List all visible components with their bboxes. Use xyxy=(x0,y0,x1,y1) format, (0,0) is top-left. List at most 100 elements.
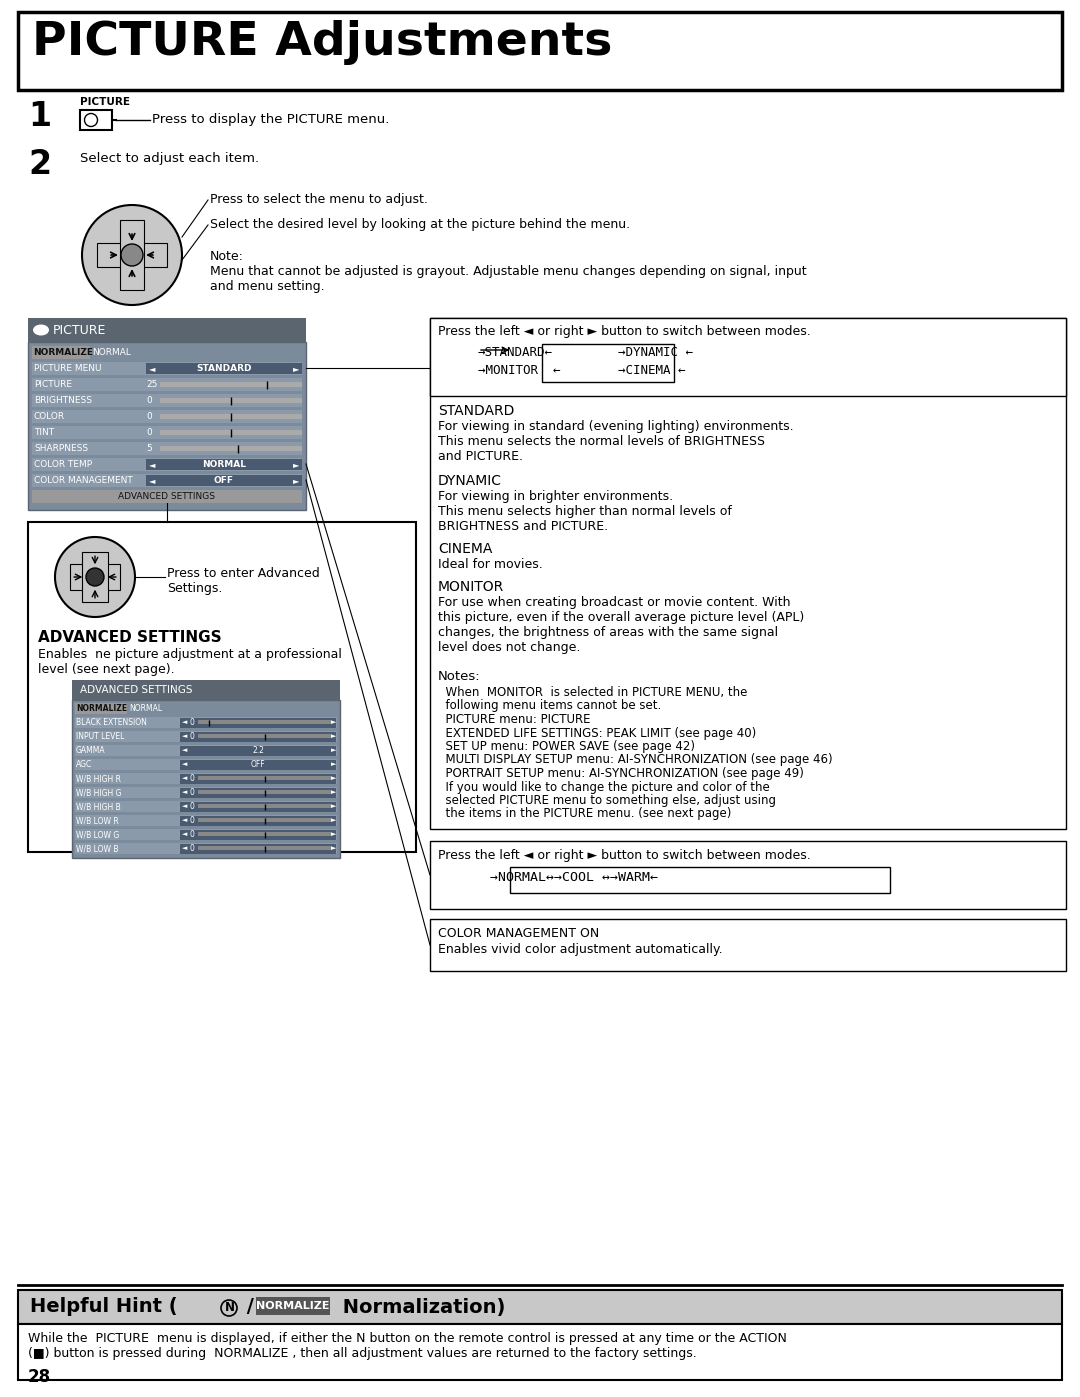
Bar xyxy=(75,745,337,756)
Bar xyxy=(18,1289,1062,1324)
Bar xyxy=(32,441,302,455)
Bar xyxy=(75,759,337,770)
Bar xyxy=(28,319,306,342)
Text: While the  PICTURE  menu is displayed, if either the N button on the remote cont: While the PICTURE menu is displayed, if … xyxy=(28,1331,787,1361)
Bar xyxy=(180,816,336,826)
Bar xyxy=(198,819,332,821)
Text: →STANDARD←: →STANDARD← xyxy=(478,346,553,359)
Text: →DYNAMIC ←: →DYNAMIC ← xyxy=(618,346,693,359)
Bar xyxy=(430,919,1066,971)
Bar xyxy=(75,731,337,742)
Bar xyxy=(72,680,340,700)
Text: PICTURE Adjustments: PICTURE Adjustments xyxy=(32,20,612,66)
Text: /: / xyxy=(240,1298,254,1316)
Ellipse shape xyxy=(55,536,135,617)
Text: ◄: ◄ xyxy=(183,747,187,753)
Bar xyxy=(32,379,302,391)
Text: For viewing in brighter environments.
This menu selects higher than normal level: For viewing in brighter environments. Th… xyxy=(438,490,732,534)
Text: If you would like to change the picture and color of the: If you would like to change the picture … xyxy=(438,781,770,793)
Bar xyxy=(32,409,302,423)
Bar xyxy=(430,319,1066,828)
Bar xyxy=(75,814,337,826)
Text: SHARPNESS: SHARPNESS xyxy=(33,444,89,453)
Bar xyxy=(180,802,336,812)
Bar xyxy=(72,700,340,858)
Text: STANDARD: STANDARD xyxy=(438,404,514,418)
Text: DYNAMIC: DYNAMIC xyxy=(438,474,502,488)
Text: NORMAL: NORMAL xyxy=(129,704,162,712)
Bar xyxy=(32,474,302,488)
Text: →CINEMA ←: →CINEMA ← xyxy=(618,365,686,377)
Text: ►: ► xyxy=(330,719,336,725)
Bar xyxy=(180,774,336,784)
Bar xyxy=(198,833,332,835)
Text: COLOR MANAGEMENT ON: COLOR MANAGEMENT ON xyxy=(438,928,599,940)
Text: NORMAL: NORMAL xyxy=(92,348,131,358)
Text: For viewing in standard (evening lighting) environments.
This menu selects the n: For viewing in standard (evening lightin… xyxy=(438,420,794,462)
Bar xyxy=(542,344,674,381)
Text: CINEMA: CINEMA xyxy=(438,542,492,556)
Text: NORMALIZE: NORMALIZE xyxy=(33,348,93,358)
Text: EXTENDED LIFE SETTINGS: PEAK LIMIT (see page 40): EXTENDED LIFE SETTINGS: PEAK LIMIT (see … xyxy=(438,726,756,739)
Bar xyxy=(146,475,302,486)
Bar xyxy=(120,219,144,291)
Text: 0: 0 xyxy=(189,802,194,812)
Text: ►: ► xyxy=(330,761,336,767)
Bar xyxy=(180,788,336,798)
Text: 28: 28 xyxy=(28,1368,51,1386)
Text: PICTURE: PICTURE xyxy=(80,96,130,108)
Text: →MONITOR  ←: →MONITOR ← xyxy=(478,365,561,377)
Text: Ideal for movies.: Ideal for movies. xyxy=(438,557,543,571)
Text: Select the desired level by looking at the picture behind the menu.: Select the desired level by looking at t… xyxy=(210,218,630,231)
Text: Helpful Hint (: Helpful Hint ( xyxy=(30,1298,177,1316)
Text: INPUT LEVEL: INPUT LEVEL xyxy=(76,732,124,740)
Bar xyxy=(160,381,302,387)
Text: ◄: ◄ xyxy=(183,733,187,739)
Ellipse shape xyxy=(82,205,183,305)
Text: Press to select the menu to adjust.: Press to select the menu to adjust. xyxy=(210,193,428,205)
Ellipse shape xyxy=(121,244,143,265)
Text: TINT: TINT xyxy=(33,427,54,437)
Text: PORTRAIT SETUP menu: AI-SYNCHRONIZATION (see page 49): PORTRAIT SETUP menu: AI-SYNCHRONIZATION … xyxy=(438,767,804,780)
Text: COLOR TEMP: COLOR TEMP xyxy=(33,460,92,469)
Text: 0: 0 xyxy=(189,816,194,826)
Text: ►: ► xyxy=(330,775,336,781)
Text: ◄: ◄ xyxy=(183,761,187,767)
Bar xyxy=(180,760,336,770)
Text: 2: 2 xyxy=(28,148,51,182)
Text: STANDARD: STANDARD xyxy=(197,365,252,373)
Text: BRIGHTNESS: BRIGHTNESS xyxy=(33,395,92,405)
Text: the items in the PICTURE menu. (see next page): the items in the PICTURE menu. (see next… xyxy=(438,807,731,820)
Text: 0: 0 xyxy=(146,412,152,420)
Bar xyxy=(198,805,332,807)
Text: ►: ► xyxy=(293,476,299,485)
Bar xyxy=(180,718,336,728)
Text: 0: 0 xyxy=(189,830,194,840)
Bar xyxy=(32,362,302,374)
Ellipse shape xyxy=(86,569,104,585)
Text: Enables  ne picture adjustment at a professional
level (see next page).: Enables ne picture adjustment at a profe… xyxy=(38,648,342,676)
Bar xyxy=(80,110,112,130)
Text: ►: ► xyxy=(330,789,336,795)
Bar xyxy=(75,828,337,840)
Text: When  MONITOR  is selected in PICTURE MENU, the: When MONITOR is selected in PICTURE MENU… xyxy=(438,686,747,698)
Bar xyxy=(198,847,332,849)
Text: PICTURE: PICTURE xyxy=(33,380,72,388)
Bar xyxy=(256,1296,330,1315)
Bar xyxy=(160,446,302,451)
Text: Notes:: Notes: xyxy=(438,671,481,683)
Bar xyxy=(180,732,336,742)
Text: ►: ► xyxy=(330,817,336,823)
Bar xyxy=(32,394,302,407)
Text: PICTURE: PICTURE xyxy=(53,324,106,337)
Text: W/B HIGH R: W/B HIGH R xyxy=(76,774,121,782)
Bar xyxy=(75,842,337,854)
Text: W/B LOW G: W/B LOW G xyxy=(76,830,119,840)
Bar xyxy=(146,460,302,469)
Text: COLOR: COLOR xyxy=(33,412,65,420)
Text: NORMALIZE: NORMALIZE xyxy=(76,704,127,712)
Text: Note:
Menu that cannot be adjusted is grayout. Adjustable menu changes depending: Note: Menu that cannot be adjusted is gr… xyxy=(210,250,807,293)
Text: MULTI DISPLAY SETUP menu: AI-SYNCHRONIZATION (see page 46): MULTI DISPLAY SETUP menu: AI-SYNCHRONIZA… xyxy=(438,753,833,767)
Bar xyxy=(510,868,890,893)
Text: COLOR MANAGEMENT: COLOR MANAGEMENT xyxy=(33,476,133,485)
